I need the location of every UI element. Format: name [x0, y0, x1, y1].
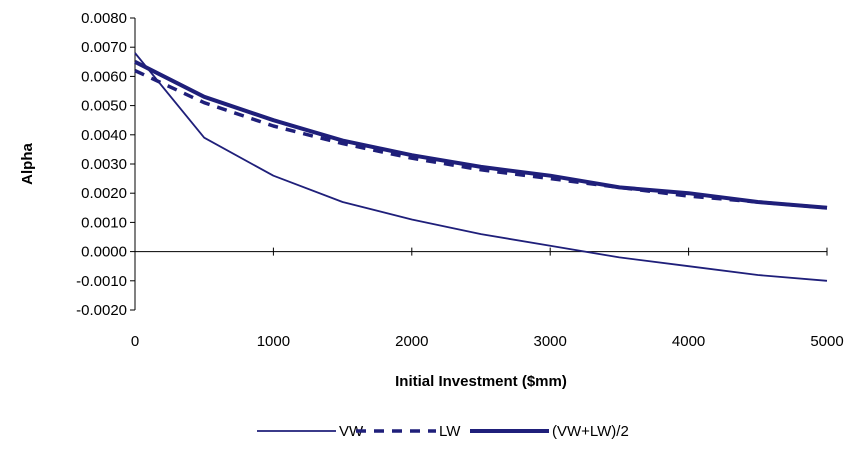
- x-tick-label: 5000: [810, 333, 843, 350]
- legend-item: VW: [257, 423, 364, 440]
- legend-label: VW: [339, 423, 364, 440]
- legend-item: LW: [356, 423, 461, 440]
- y-tick-label: 0.0080: [81, 10, 127, 27]
- series-layer: [134, 52, 828, 282]
- legend-label: LW: [439, 423, 461, 440]
- x-tick-label: 0: [131, 333, 139, 350]
- series-line-0: [134, 52, 828, 282]
- y-tick-label: 0.0030: [81, 156, 127, 173]
- y-tick-label: 0.0000: [81, 244, 127, 261]
- y-tick-label: 0.0040: [81, 127, 127, 144]
- x-tick-label: 4000: [672, 333, 705, 350]
- y-tick-label: 0.0050: [81, 98, 127, 115]
- legend-label: (VW+LW)/2: [552, 423, 629, 440]
- legend-item: (VW+LW)/2: [470, 423, 629, 440]
- series-line-2: [134, 60, 828, 210]
- y-axis: -0.0020 -0.0010 0.0000 0.0010 0.0020 0.0030 0.…: [76, 10, 136, 319]
- y-tick-label: 0.0020: [81, 185, 127, 202]
- y-tick-label: 0.0070: [81, 39, 127, 56]
- x-axis-title: Initial Investment ($mm): [395, 373, 567, 390]
- y-tick-label: 0.0010: [81, 214, 127, 231]
- y-axis-title: Alpha: [19, 143, 36, 185]
- y-tick-label: -0.0010: [76, 273, 127, 290]
- legend: VW LW (VW+LW)/2: [257, 423, 629, 440]
- y-tick-label: 0.0060: [81, 68, 127, 85]
- x-tick-label: 3000: [534, 333, 567, 350]
- y-tick-label: -0.0020: [76, 302, 127, 319]
- x-tick-label: 2000: [395, 333, 428, 350]
- x-axis: 0 1000 2000 3000 4000 5000: [131, 247, 844, 350]
- x-tick-label: 1000: [257, 333, 290, 350]
- series-line-1: [134, 69, 828, 210]
